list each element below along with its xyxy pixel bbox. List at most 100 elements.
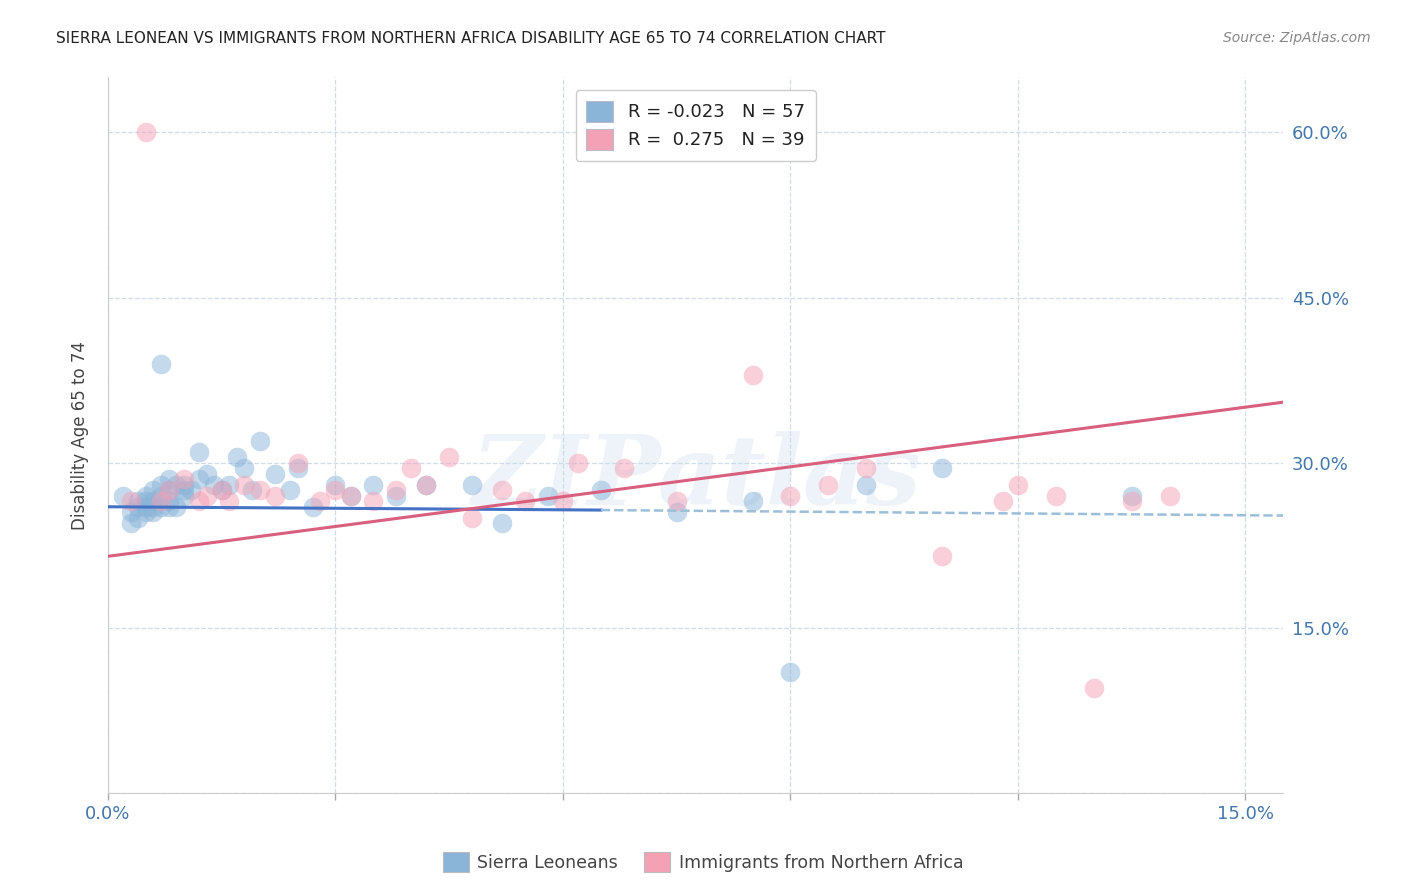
Point xyxy=(339,489,361,503)
Point xyxy=(150,500,173,514)
Point xyxy=(240,483,263,498)
Point xyxy=(741,494,763,508)
Point xyxy=(135,505,157,519)
Point xyxy=(491,516,513,531)
Point xyxy=(491,483,513,498)
Point xyxy=(461,510,484,524)
Point xyxy=(165,500,187,514)
Point xyxy=(249,483,271,498)
Point xyxy=(157,483,180,498)
Point xyxy=(150,357,173,371)
Point xyxy=(188,472,211,486)
Point xyxy=(385,483,408,498)
Point xyxy=(325,483,347,498)
Text: ZIPatlas: ZIPatlas xyxy=(471,431,921,525)
Point xyxy=(779,489,801,503)
Point xyxy=(157,494,180,508)
Point xyxy=(112,489,135,503)
Point xyxy=(741,368,763,382)
Text: Source: ZipAtlas.com: Source: ZipAtlas.com xyxy=(1223,31,1371,45)
Point xyxy=(195,467,218,481)
Point xyxy=(225,450,247,465)
Point xyxy=(211,483,233,498)
Point xyxy=(855,477,877,491)
Point xyxy=(613,461,636,475)
Point xyxy=(513,494,536,508)
Point xyxy=(263,467,285,481)
Point xyxy=(551,494,574,508)
Point xyxy=(415,477,437,491)
Point xyxy=(180,483,202,498)
Point xyxy=(817,477,839,491)
Legend: R = -0.023   N = 57, R =  0.275   N = 39: R = -0.023 N = 57, R = 0.275 N = 39 xyxy=(575,90,815,161)
Point xyxy=(287,456,309,470)
Point xyxy=(931,461,953,475)
Y-axis label: Disability Age 65 to 74: Disability Age 65 to 74 xyxy=(72,341,89,530)
Point xyxy=(779,665,801,679)
Point xyxy=(1159,489,1181,503)
Point xyxy=(567,456,589,470)
Point xyxy=(249,434,271,448)
Point xyxy=(157,472,180,486)
Point xyxy=(263,489,285,503)
Point xyxy=(1121,489,1143,503)
Point xyxy=(1121,494,1143,508)
Point xyxy=(120,516,142,531)
Point xyxy=(127,510,149,524)
Point xyxy=(339,489,361,503)
Point xyxy=(142,494,165,508)
Text: SIERRA LEONEAN VS IMMIGRANTS FROM NORTHERN AFRICA DISABILITY AGE 65 TO 74 CORREL: SIERRA LEONEAN VS IMMIGRANTS FROM NORTHE… xyxy=(56,31,886,46)
Point xyxy=(202,477,225,491)
Point xyxy=(150,477,173,491)
Point xyxy=(211,483,233,498)
Point xyxy=(165,477,187,491)
Point xyxy=(855,461,877,475)
Point xyxy=(415,477,437,491)
Point xyxy=(385,489,408,503)
Point xyxy=(991,494,1014,508)
Point xyxy=(135,494,157,508)
Point xyxy=(589,483,612,498)
Point xyxy=(1007,477,1029,491)
Point xyxy=(150,489,173,503)
Point xyxy=(135,126,157,140)
Point xyxy=(135,500,157,514)
Point xyxy=(301,500,323,514)
Point xyxy=(461,477,484,491)
Legend: Sierra Leoneans, Immigrants from Northern Africa: Sierra Leoneans, Immigrants from Norther… xyxy=(436,845,970,879)
Point xyxy=(233,461,256,475)
Point xyxy=(188,494,211,508)
Point xyxy=(188,444,211,458)
Point xyxy=(278,483,301,498)
Point xyxy=(142,505,165,519)
Point xyxy=(401,461,423,475)
Point xyxy=(120,505,142,519)
Point xyxy=(157,483,180,498)
Point xyxy=(157,500,180,514)
Point xyxy=(325,477,347,491)
Point xyxy=(665,505,688,519)
Point xyxy=(931,549,953,564)
Point xyxy=(173,472,195,486)
Point xyxy=(142,483,165,498)
Point xyxy=(173,489,195,503)
Point xyxy=(127,500,149,514)
Point xyxy=(1083,681,1105,696)
Point xyxy=(537,489,560,503)
Point xyxy=(665,494,688,508)
Point xyxy=(439,450,461,465)
Point xyxy=(1045,489,1067,503)
Point xyxy=(218,494,240,508)
Point xyxy=(195,489,218,503)
Point xyxy=(287,461,309,475)
Point xyxy=(233,477,256,491)
Point xyxy=(363,477,385,491)
Point xyxy=(150,494,173,508)
Point xyxy=(120,494,142,508)
Point xyxy=(309,494,332,508)
Point xyxy=(127,494,149,508)
Point xyxy=(363,494,385,508)
Point xyxy=(173,483,195,498)
Point xyxy=(173,477,195,491)
Point xyxy=(142,500,165,514)
